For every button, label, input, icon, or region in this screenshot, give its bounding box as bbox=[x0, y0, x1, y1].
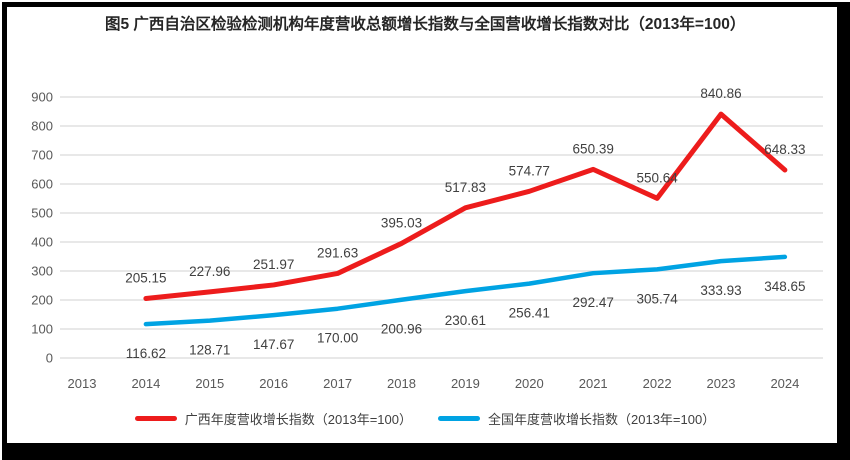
chart-legend: 广西年度营收增长指数（2013年=100） 全国年度营收增长指数（2013年=1… bbox=[0, 409, 850, 428]
x-axis-tick-label: 2018 bbox=[387, 376, 416, 391]
chart-title: 图5 广西自治区检验检测机构年度营收总额增长指数与全国营收增长指数对比（2013… bbox=[105, 16, 746, 33]
y-axis-tick-label: 400 bbox=[31, 235, 53, 250]
data-label: 517.83 bbox=[445, 180, 486, 195]
x-axis-tick-label: 2014 bbox=[131, 376, 160, 391]
data-label: 348.65 bbox=[764, 279, 805, 294]
data-label: 574.77 bbox=[509, 163, 550, 178]
y-axis-tick-label: 800 bbox=[31, 119, 53, 134]
legend-swatch-guangxi-line bbox=[134, 416, 177, 421]
data-label: 116.62 bbox=[126, 346, 166, 361]
series-line-1 bbox=[143, 254, 788, 327]
data-label: 333.93 bbox=[700, 283, 741, 298]
x-axis-tick-label: 2015 bbox=[195, 376, 224, 391]
x-axis-tick-label: 2024 bbox=[770, 376, 799, 391]
series-line-0 bbox=[143, 111, 788, 302]
x-axis-tick-label: 2019 bbox=[451, 376, 480, 391]
x-axis-tick-label: 2022 bbox=[643, 376, 672, 391]
data-label: 840.86 bbox=[700, 86, 741, 101]
data-label: 305.74 bbox=[636, 291, 678, 306]
data-label: 205.15 bbox=[125, 271, 166, 286]
y-axis-tick-label: 200 bbox=[31, 293, 53, 308]
data-label: 230.61 bbox=[445, 313, 486, 328]
x-axis-tick-label: 2013 bbox=[68, 376, 97, 391]
data-label: 648.33 bbox=[764, 142, 805, 157]
legend-item-national: 全国年度营收增长指数（2013年=100） bbox=[438, 409, 715, 428]
data-label: 251.97 bbox=[253, 257, 294, 272]
legend-swatch-national-line bbox=[438, 416, 480, 421]
data-label: 291.63 bbox=[317, 245, 358, 260]
y-axis-tick-label: 300 bbox=[31, 264, 53, 279]
x-axis-tick-label: 2016 bbox=[259, 376, 288, 391]
data-label: 128.71 bbox=[189, 343, 230, 358]
y-axis-tick-label: 600 bbox=[31, 177, 53, 192]
legend-label-national: 全国年度营收增长指数（2013年=100） bbox=[488, 412, 716, 427]
data-label: 170.00 bbox=[317, 331, 358, 346]
data-label: 395.03 bbox=[381, 215, 422, 230]
data-label: 550.64 bbox=[636, 170, 678, 185]
data-label: 227.96 bbox=[189, 264, 230, 279]
legend-label-guangxi: 广西年度营收增长指数（2013年=100） bbox=[184, 412, 412, 427]
x-axis-tick-label: 2017 bbox=[323, 376, 352, 391]
chart-title-wrap: 图5 广西自治区检验检测机构年度营收总额增长指数与全国营收增长指数对比（2013… bbox=[0, 13, 850, 37]
data-label: 200.96 bbox=[381, 322, 422, 337]
data-label: 292.47 bbox=[573, 295, 614, 310]
x-axis-tick-label: 2023 bbox=[707, 376, 736, 391]
x-axis-tick-label: 2021 bbox=[579, 376, 608, 391]
legend-item-guangxi: 广西年度营收增长指数（2013年=100） bbox=[134, 409, 412, 428]
y-axis-tick-label: 100 bbox=[31, 322, 53, 337]
y-axis-tick-label: 700 bbox=[31, 148, 53, 163]
x-axis-tick-label: 2020 bbox=[515, 376, 544, 391]
data-label: 650.39 bbox=[573, 141, 614, 156]
y-axis-tick-label: 500 bbox=[31, 206, 53, 221]
data-label: 256.41 bbox=[509, 306, 550, 321]
data-label: 147.67 bbox=[253, 337, 294, 352]
y-axis-tick-label: 0 bbox=[46, 351, 53, 366]
y-axis-tick-label: 900 bbox=[31, 90, 53, 105]
